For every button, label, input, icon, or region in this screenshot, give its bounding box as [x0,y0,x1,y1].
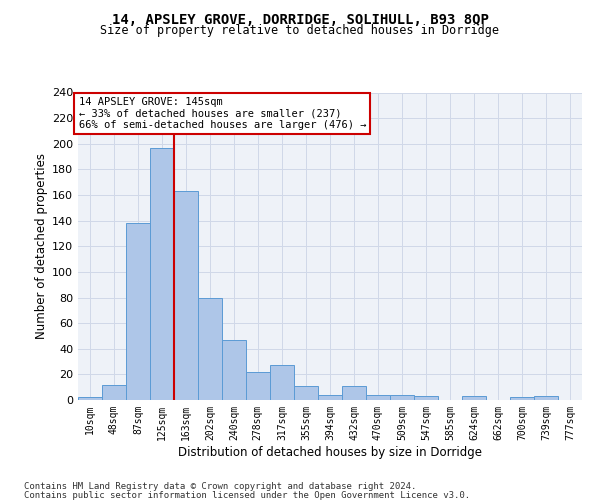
Text: Contains HM Land Registry data © Crown copyright and database right 2024.: Contains HM Land Registry data © Crown c… [24,482,416,491]
Bar [150,148,174,400]
X-axis label: Distribution of detached houses by size in Dorridge: Distribution of detached houses by size … [178,446,482,458]
Bar [270,366,294,400]
Bar [174,191,198,400]
Text: 14, APSLEY GROVE, DORRIDGE, SOLIHULL, B93 8QP: 14, APSLEY GROVE, DORRIDGE, SOLIHULL, B9… [112,12,488,26]
Bar [78,398,102,400]
Text: Size of property relative to detached houses in Dorridge: Size of property relative to detached ho… [101,24,499,37]
Bar [318,395,342,400]
Bar [198,298,222,400]
Bar [510,398,534,400]
Bar [294,386,318,400]
Bar [342,386,366,400]
Bar [222,340,246,400]
Text: 14 APSLEY GROVE: 145sqm
← 33% of detached houses are smaller (237)
66% of semi-d: 14 APSLEY GROVE: 145sqm ← 33% of detache… [79,97,366,130]
Y-axis label: Number of detached properties: Number of detached properties [35,153,48,339]
Bar [462,396,486,400]
Bar [126,223,150,400]
Bar [246,372,270,400]
Bar [414,396,438,400]
Bar [390,395,414,400]
Text: Contains public sector information licensed under the Open Government Licence v3: Contains public sector information licen… [24,490,470,500]
Bar [366,395,390,400]
Bar [534,396,558,400]
Bar [102,384,126,400]
